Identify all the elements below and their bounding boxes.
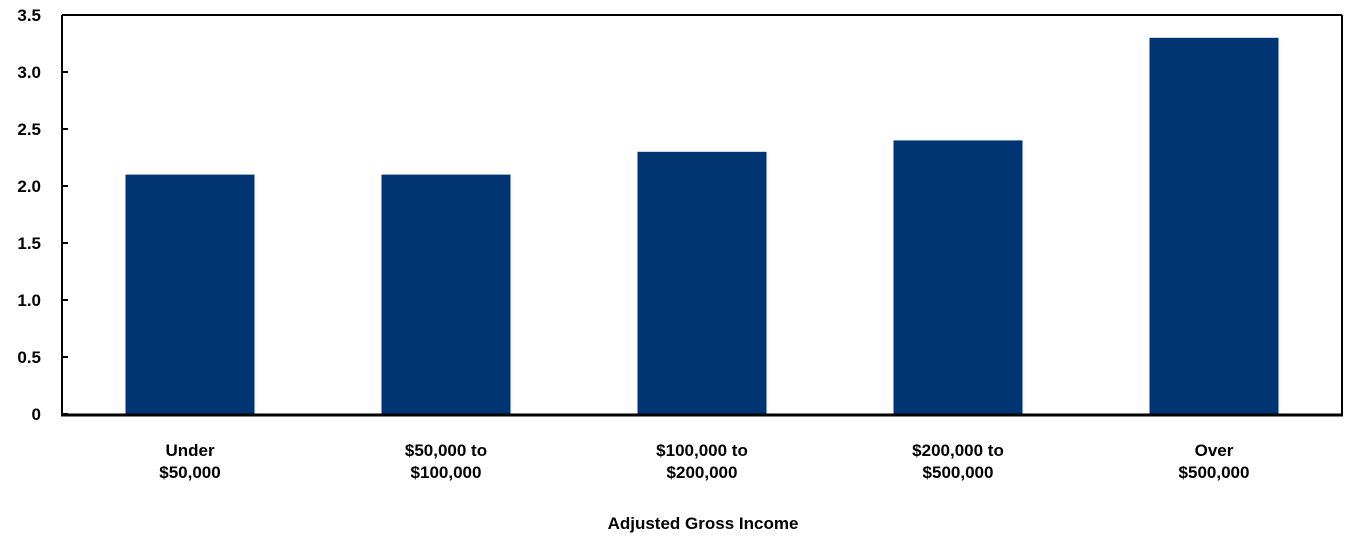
- x-category-label: $50,000 to $100,000: [405, 441, 487, 482]
- x-category-label-line: $100,000 to: [656, 441, 748, 460]
- x-category-label-line: Under: [165, 441, 215, 460]
- x-category-label: Over $500,000: [1179, 441, 1250, 482]
- y-tick-label: 2.0: [17, 177, 41, 196]
- bar-4: [1149, 37, 1279, 415]
- x-axis-title: Adjusted Gross Income: [608, 514, 799, 533]
- y-tick-label: 3.0: [17, 63, 41, 82]
- x-category-label-line: $200,000 to: [912, 441, 1004, 460]
- y-tick-label: 0: [32, 405, 41, 424]
- y-tick-label: 3.5: [17, 6, 41, 25]
- bar-0: [125, 174, 255, 414]
- x-category-label-line: $100,000: [411, 463, 482, 482]
- x-category-label: Under $50,000: [159, 441, 220, 482]
- y-tick-label: 1.0: [17, 291, 41, 310]
- x-category-label: $100,000 to $200,000: [656, 441, 748, 482]
- bar-2: [637, 151, 767, 415]
- bar-1: [381, 174, 511, 414]
- x-category-label-line: $500,000: [923, 463, 994, 482]
- x-category-label: $200,000 to $500,000: [912, 441, 1004, 482]
- bars-layer: [125, 37, 1279, 415]
- y-tick-label: 2.5: [17, 120, 41, 139]
- x-category-label-line: $50,000: [159, 463, 220, 482]
- bar-3: [893, 140, 1023, 414]
- y-tick-label: 0.5: [17, 348, 41, 367]
- plot-frame: [61, 14, 1343, 417]
- y-axis-ticks: 0 0.5 1.0 1.5 2.0 2.5 3.0 3.5: [17, 6, 68, 424]
- y-tick-label: 1.5: [17, 234, 41, 253]
- x-category-label-line: $200,000: [667, 463, 738, 482]
- x-axis-categories: Under $50,000 $50,000 to $100,000 $100,000 t…: [159, 441, 1249, 482]
- x-category-label-line: Over: [1195, 441, 1234, 460]
- x-category-label-line: $50,000 to: [405, 441, 487, 460]
- x-category-label-line: $500,000: [1179, 463, 1250, 482]
